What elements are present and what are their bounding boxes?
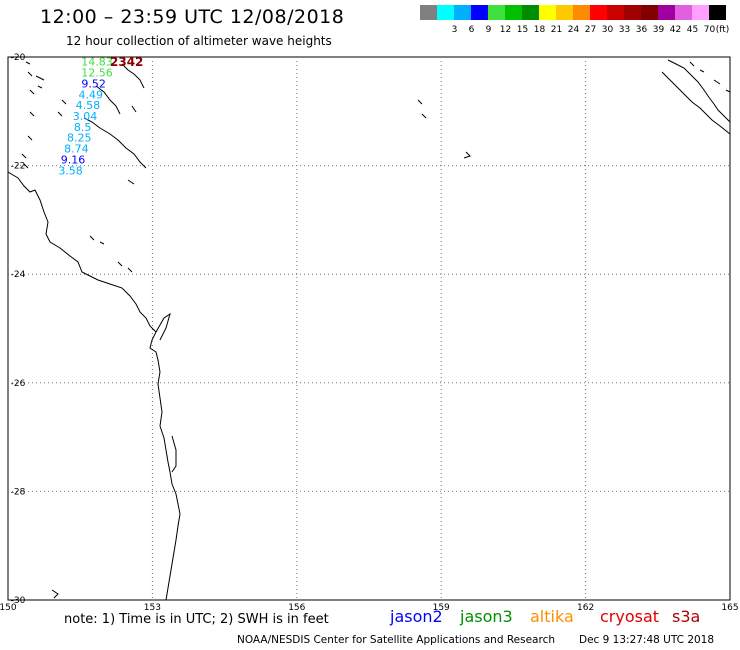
scale-label: 18 <box>533 25 546 35</box>
scale-swatch <box>658 5 675 20</box>
scale-label: 30 <box>601 25 614 35</box>
scale-swatch <box>522 5 539 20</box>
scale-label: 3 <box>451 25 458 35</box>
latitude-label: -26 <box>11 379 26 389</box>
scale-swatch <box>556 5 573 20</box>
longitude-label: 165 <box>721 603 738 613</box>
swh-value: 12.56 <box>81 67 113 80</box>
scale-swatch <box>692 5 709 20</box>
swh-value: 8.5 <box>74 121 92 134</box>
scale-label: 12 <box>499 25 512 35</box>
scale-label: 42 <box>669 25 682 35</box>
scale-label: 21 <box>550 25 563 35</box>
scale-swatch <box>420 5 437 20</box>
scale-label: 39 <box>652 25 665 35</box>
scale-label: 9 <box>485 25 492 35</box>
scale-label: 33 <box>618 25 631 35</box>
coastline <box>7 59 731 601</box>
scale-swatch <box>675 5 692 20</box>
scale-label: 36 <box>635 25 648 35</box>
scale-label: 45 <box>686 25 699 35</box>
scale-swatch <box>437 5 454 20</box>
scale-unit: (ft) <box>715 25 730 35</box>
track-time-label: 2342 <box>110 55 143 69</box>
scale-swatch <box>539 5 556 20</box>
swh-value: 3.58 <box>58 164 83 177</box>
credit-line: NOAA/NESDIS Center for Satellite Applica… <box>237 634 555 646</box>
satellite-altika: altika <box>530 607 574 626</box>
latitude-label: -30 <box>11 596 26 606</box>
scale-swatch <box>471 5 488 20</box>
latitude-tick-labels: -20 -22 -24 -26 -28 -30 <box>11 53 26 606</box>
scale-label: 24 <box>567 25 580 35</box>
longitude-label: 159 <box>433 603 450 613</box>
longitude-label: 150 <box>0 603 17 613</box>
latitude-label: -20 <box>11 53 26 63</box>
scale-swatch <box>454 5 471 20</box>
map-gridlines <box>8 57 730 600</box>
scale-label: 6 <box>468 25 475 35</box>
page-subtitle: 12 hour collection of altimeter wave hei… <box>66 34 332 48</box>
longitude-tick-labels: 150 153 156 159 162 165 <box>0 603 739 613</box>
scale-swatch <box>624 5 641 20</box>
swh-value: 4.58 <box>76 99 101 112</box>
scale-label: 15 <box>516 25 529 35</box>
map-frame <box>7 56 731 601</box>
page-title: 12:00 – 23:59 UTC 12/08/2018 <box>40 6 345 28</box>
latitude-label: -24 <box>11 270 26 280</box>
swh-value: 3.04 <box>73 110 98 123</box>
generated-timestamp: Dec 9 13:27:48 UTC 2018 <box>579 634 715 646</box>
scale-swatch <box>641 5 658 20</box>
scale-swatch <box>709 5 726 20</box>
scale-swatch <box>573 5 590 20</box>
longitude-label: 156 <box>288 603 305 613</box>
scale-swatch <box>607 5 624 20</box>
swh-value: 8.25 <box>67 132 92 145</box>
swh-value: 9.16 <box>61 153 86 166</box>
longitude-label: 162 <box>577 603 594 613</box>
swh-value: 14.83 <box>81 56 113 69</box>
longitude-label: 153 <box>144 603 161 613</box>
scale-label: 70 <box>703 25 716 35</box>
swh-value: 9.52 <box>81 77 106 90</box>
satellite-jason2: jason2 <box>390 607 443 626</box>
scale-swatch <box>590 5 607 20</box>
satellite-cryosat: cryosat <box>600 607 660 626</box>
latitude-label: -28 <box>11 487 26 497</box>
swh-observations: 14.8312.569.524.494.583.048.58.258.749.1… <box>58 56 112 178</box>
swh-value: 8.74 <box>64 143 89 156</box>
scale-swatch <box>505 5 522 20</box>
swh-value: 4.49 <box>79 88 104 101</box>
satellite-s3a: s3a <box>672 607 701 626</box>
footer-note: note: 1) Time is in UTC; 2) SWH is in fe… <box>64 612 329 627</box>
satellite-jason3: jason3 <box>460 607 513 626</box>
scale-swatch <box>488 5 505 20</box>
scale-label: 27 <box>584 25 597 35</box>
latitude-label: -22 <box>11 162 26 172</box>
